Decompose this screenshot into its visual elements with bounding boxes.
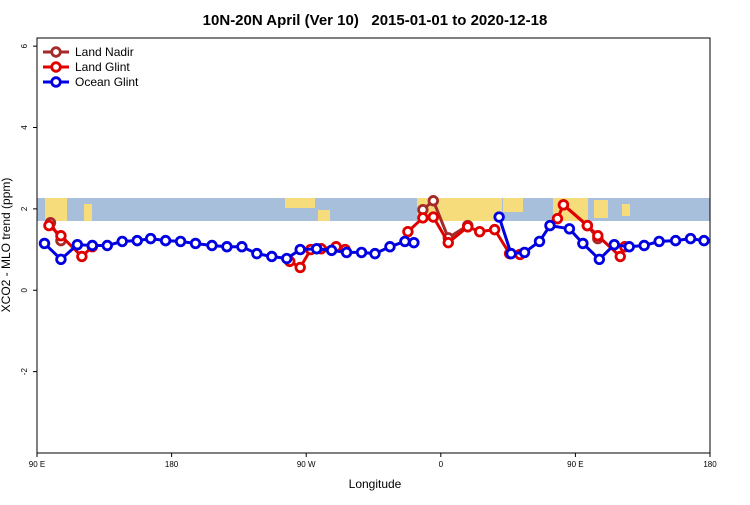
data-point xyxy=(55,253,67,266)
data-point xyxy=(592,230,604,242)
x-axis-label: Longitude xyxy=(349,477,402,491)
chart-title: 10N-20N April (Ver 10) 2015-01-01 to 202… xyxy=(203,12,548,29)
data-point xyxy=(593,253,606,266)
data-point xyxy=(581,219,594,232)
data-point xyxy=(206,239,218,252)
data-point xyxy=(684,232,697,245)
map-band xyxy=(37,198,710,221)
data-point xyxy=(427,211,440,223)
land-patch xyxy=(503,198,523,212)
legend-label: Land Glint xyxy=(75,60,130,74)
data-point xyxy=(614,250,626,263)
data-point xyxy=(488,223,501,236)
data-point xyxy=(399,235,411,248)
land-patch xyxy=(318,210,330,221)
data-point xyxy=(427,195,440,207)
x-tick-label: 90 E xyxy=(29,460,45,469)
x-tick-label: 90 E xyxy=(567,460,583,469)
data-point xyxy=(325,244,338,257)
land-patch xyxy=(622,204,630,216)
data-point xyxy=(563,223,576,235)
data-point xyxy=(518,246,531,259)
data-point xyxy=(533,235,546,248)
y-axis-label: XCO2 - MLO trend (ppm) xyxy=(0,178,13,313)
data-point xyxy=(236,241,248,253)
x-tick-label: 90 W xyxy=(297,460,316,469)
data-point xyxy=(551,212,564,225)
x-tick-label: 180 xyxy=(165,460,179,469)
data-point xyxy=(294,261,306,274)
y-tick-label: 4 xyxy=(20,125,29,130)
data-point xyxy=(402,225,414,238)
data-point xyxy=(473,225,486,238)
legend-label: Land Nadir xyxy=(75,45,134,59)
data-point xyxy=(608,238,620,251)
land-patch xyxy=(594,200,608,218)
data-point xyxy=(577,237,589,250)
data-point xyxy=(144,232,157,245)
data-point xyxy=(669,234,682,247)
data-point xyxy=(544,219,556,232)
land-patch xyxy=(285,198,315,208)
x-tick-label: 180 xyxy=(703,460,717,469)
legend-label: Ocean Glint xyxy=(75,75,139,89)
legend-marker xyxy=(50,76,62,88)
data-point xyxy=(266,250,278,263)
data-point xyxy=(442,236,454,249)
data-point xyxy=(623,241,635,253)
data-point xyxy=(493,211,505,223)
y-tick-label: 6 xyxy=(20,43,29,48)
data-point xyxy=(221,241,233,253)
plot-frame xyxy=(36,37,711,454)
x-tick-label: 0 xyxy=(439,460,444,469)
data-point xyxy=(71,238,84,251)
data-point xyxy=(355,246,368,259)
data-point xyxy=(131,234,143,247)
data-point xyxy=(101,239,113,252)
data-point xyxy=(86,239,99,252)
data-point xyxy=(653,235,665,248)
y-tick-label: 0 xyxy=(20,287,29,292)
data-point xyxy=(698,234,710,247)
data-point xyxy=(174,235,187,248)
data-point xyxy=(38,237,51,250)
land-patch xyxy=(84,204,92,221)
data-point xyxy=(557,199,570,211)
data-point xyxy=(462,221,474,233)
data-point xyxy=(76,250,88,263)
data-point xyxy=(310,243,323,255)
data-point xyxy=(251,247,263,260)
data-point xyxy=(408,236,420,249)
data-point xyxy=(384,241,396,253)
data-point xyxy=(505,247,517,260)
data-point xyxy=(43,219,55,232)
data-point xyxy=(159,234,172,247)
ocean-band xyxy=(37,198,710,221)
data-point xyxy=(340,246,353,259)
y-tick-label: -2 xyxy=(20,368,29,376)
y-tick-label: 2 xyxy=(20,206,29,211)
data-point xyxy=(116,235,128,248)
legend-marker xyxy=(50,46,62,58)
data-point xyxy=(55,230,67,242)
legend-marker xyxy=(50,61,62,73)
data-point xyxy=(369,247,381,260)
data-point xyxy=(417,212,429,224)
data-point xyxy=(281,252,293,265)
land-patch xyxy=(45,198,67,221)
data-point xyxy=(294,243,306,256)
data-point xyxy=(638,239,650,252)
data-point xyxy=(189,237,202,250)
